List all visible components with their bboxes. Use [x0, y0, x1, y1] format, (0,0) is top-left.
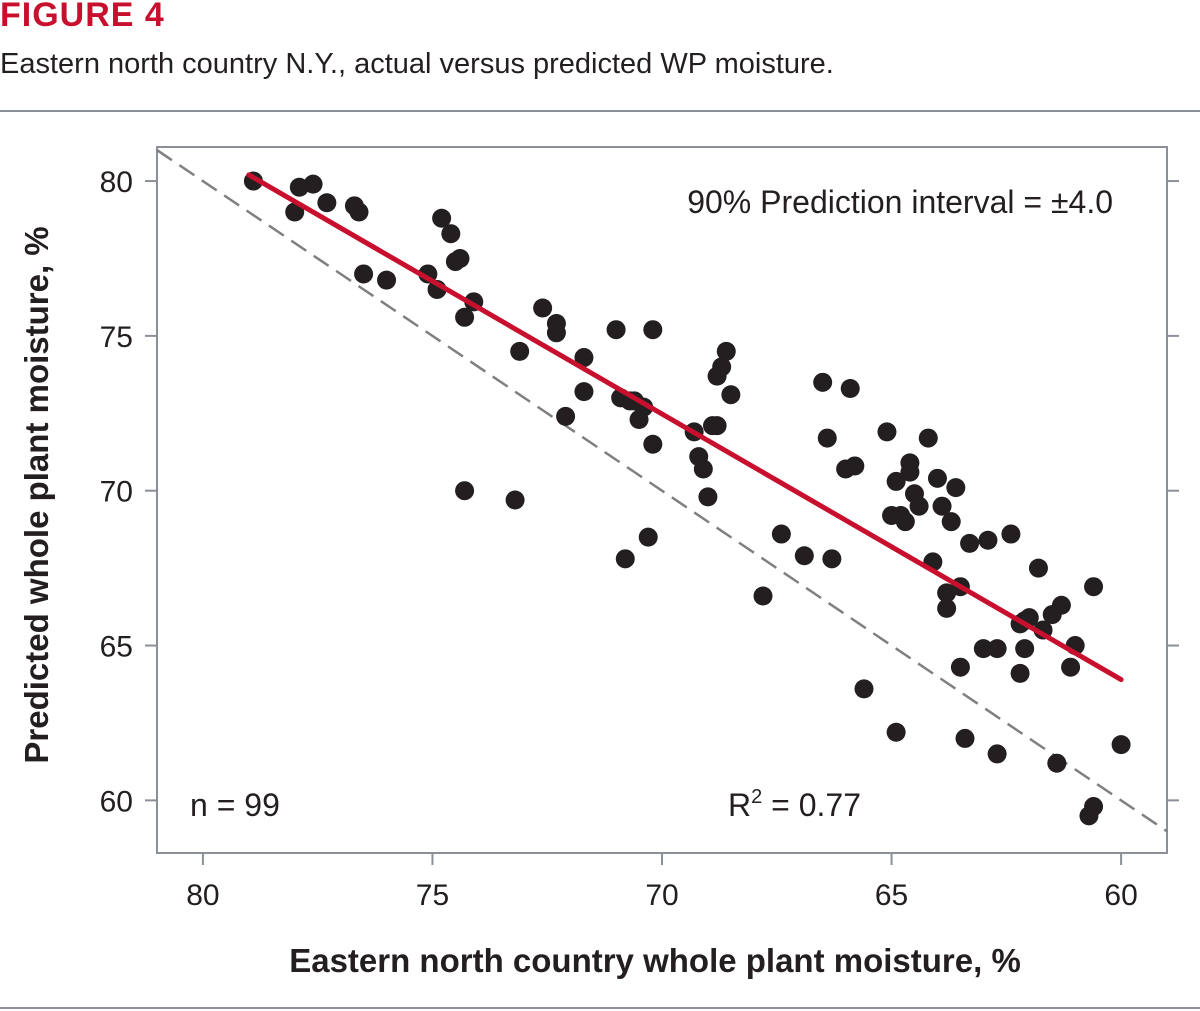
data-point: [450, 248, 470, 268]
data-point: [1084, 797, 1104, 817]
data-point: [1001, 524, 1021, 544]
r-squared-label: R2 = 0.77: [728, 786, 861, 823]
data-point: [1028, 558, 1048, 578]
data-point: [987, 639, 1007, 659]
data-point: [900, 453, 920, 473]
data-point: [840, 379, 860, 399]
data-point: [377, 270, 397, 290]
data-point: [712, 357, 732, 377]
x-tick-label: 60: [1104, 879, 1137, 912]
data-point: [817, 428, 837, 448]
data-point: [510, 341, 530, 361]
data-point: [973, 639, 993, 659]
top-divider: [0, 110, 1200, 112]
data-point: [937, 598, 957, 618]
x-tick-label: 75: [416, 879, 449, 912]
data-point: [533, 298, 553, 318]
data-point: [1051, 595, 1071, 615]
data-point: [546, 323, 566, 343]
data-point: [606, 320, 626, 340]
data-point: [432, 208, 452, 228]
y-tick-label: 80: [100, 166, 133, 199]
data-point: [955, 728, 975, 748]
data-point: [303, 174, 323, 194]
data-point: [927, 468, 947, 488]
data-point: [941, 512, 961, 532]
sample-size-label: n = 99: [190, 787, 280, 823]
data-point: [960, 533, 980, 553]
data-point: [845, 456, 865, 476]
data-point: [946, 478, 966, 498]
data-point: [1010, 663, 1030, 683]
data-point: [556, 406, 576, 426]
data-point: [932, 496, 952, 516]
plot-border: [156, 146, 1168, 854]
data-point: [285, 202, 305, 222]
data-point: [441, 224, 461, 244]
x-tick-label: 70: [645, 879, 678, 912]
y-tick-label: 60: [100, 785, 133, 818]
bottom-divider: [0, 1007, 1200, 1009]
data-point: [877, 422, 897, 442]
r-squared-value: = 0.77: [762, 787, 861, 823]
y-tick-label: 65: [100, 631, 133, 664]
data-points: [243, 171, 1131, 826]
data-point: [1047, 753, 1067, 773]
figure-caption: Eastern north country N.Y., actual versu…: [0, 48, 834, 80]
data-point: [895, 512, 915, 532]
data-point: [987, 744, 1007, 764]
data-point: [574, 348, 594, 368]
data-point: [721, 385, 741, 405]
plot-frame: [156, 146, 1168, 854]
data-point: [794, 546, 814, 566]
data-point: [753, 586, 773, 606]
data-point: [1084, 577, 1104, 597]
data-point: [455, 481, 475, 501]
data-point: [813, 372, 833, 392]
data-point: [1015, 639, 1035, 659]
data-point: [574, 382, 594, 402]
data-point: [349, 202, 369, 222]
data-point: [317, 193, 337, 213]
data-point: [822, 549, 842, 569]
chart-lines: [156, 149, 1168, 833]
x-tick-label: 65: [875, 879, 908, 912]
data-point: [693, 459, 713, 479]
data-point: [950, 657, 970, 677]
data-point: [886, 471, 906, 491]
one-to-one-reference-line: [156, 149, 1168, 833]
data-point: [909, 496, 929, 516]
data-point: [643, 434, 663, 454]
regression-line: [246, 172, 1124, 683]
data-point: [643, 320, 663, 340]
prediction-interval-label: 90% Prediction interval = ±4.0: [687, 184, 1113, 220]
y-tick-label: 75: [100, 321, 133, 354]
axis-ticks: 80 75 70 65 60 80 75 70 65 60: [100, 166, 1179, 912]
x-axis-title: Eastern north country whole plant moistu…: [289, 942, 1021, 979]
data-point: [918, 428, 938, 448]
data-point: [1061, 657, 1081, 677]
r-squared-symbol: R: [728, 787, 751, 823]
data-point: [886, 722, 906, 742]
r-squared-superscript: 2: [751, 786, 762, 808]
data-point: [455, 307, 475, 327]
data-point: [615, 549, 635, 569]
data-point: [771, 524, 791, 544]
data-point: [638, 527, 658, 547]
figure-label: FIGURE 4: [0, 0, 165, 34]
y-tick-label: 70: [100, 476, 133, 509]
data-point: [698, 487, 718, 507]
data-point: [1111, 735, 1131, 755]
data-point: [354, 264, 374, 284]
data-point: [707, 416, 727, 436]
data-point: [854, 679, 874, 699]
y-axis-title: Predicted whole plant moisture, %: [18, 226, 55, 763]
data-point: [716, 341, 736, 361]
data-point: [978, 530, 998, 550]
data-point: [505, 490, 525, 510]
x-tick-label: 80: [186, 879, 219, 912]
